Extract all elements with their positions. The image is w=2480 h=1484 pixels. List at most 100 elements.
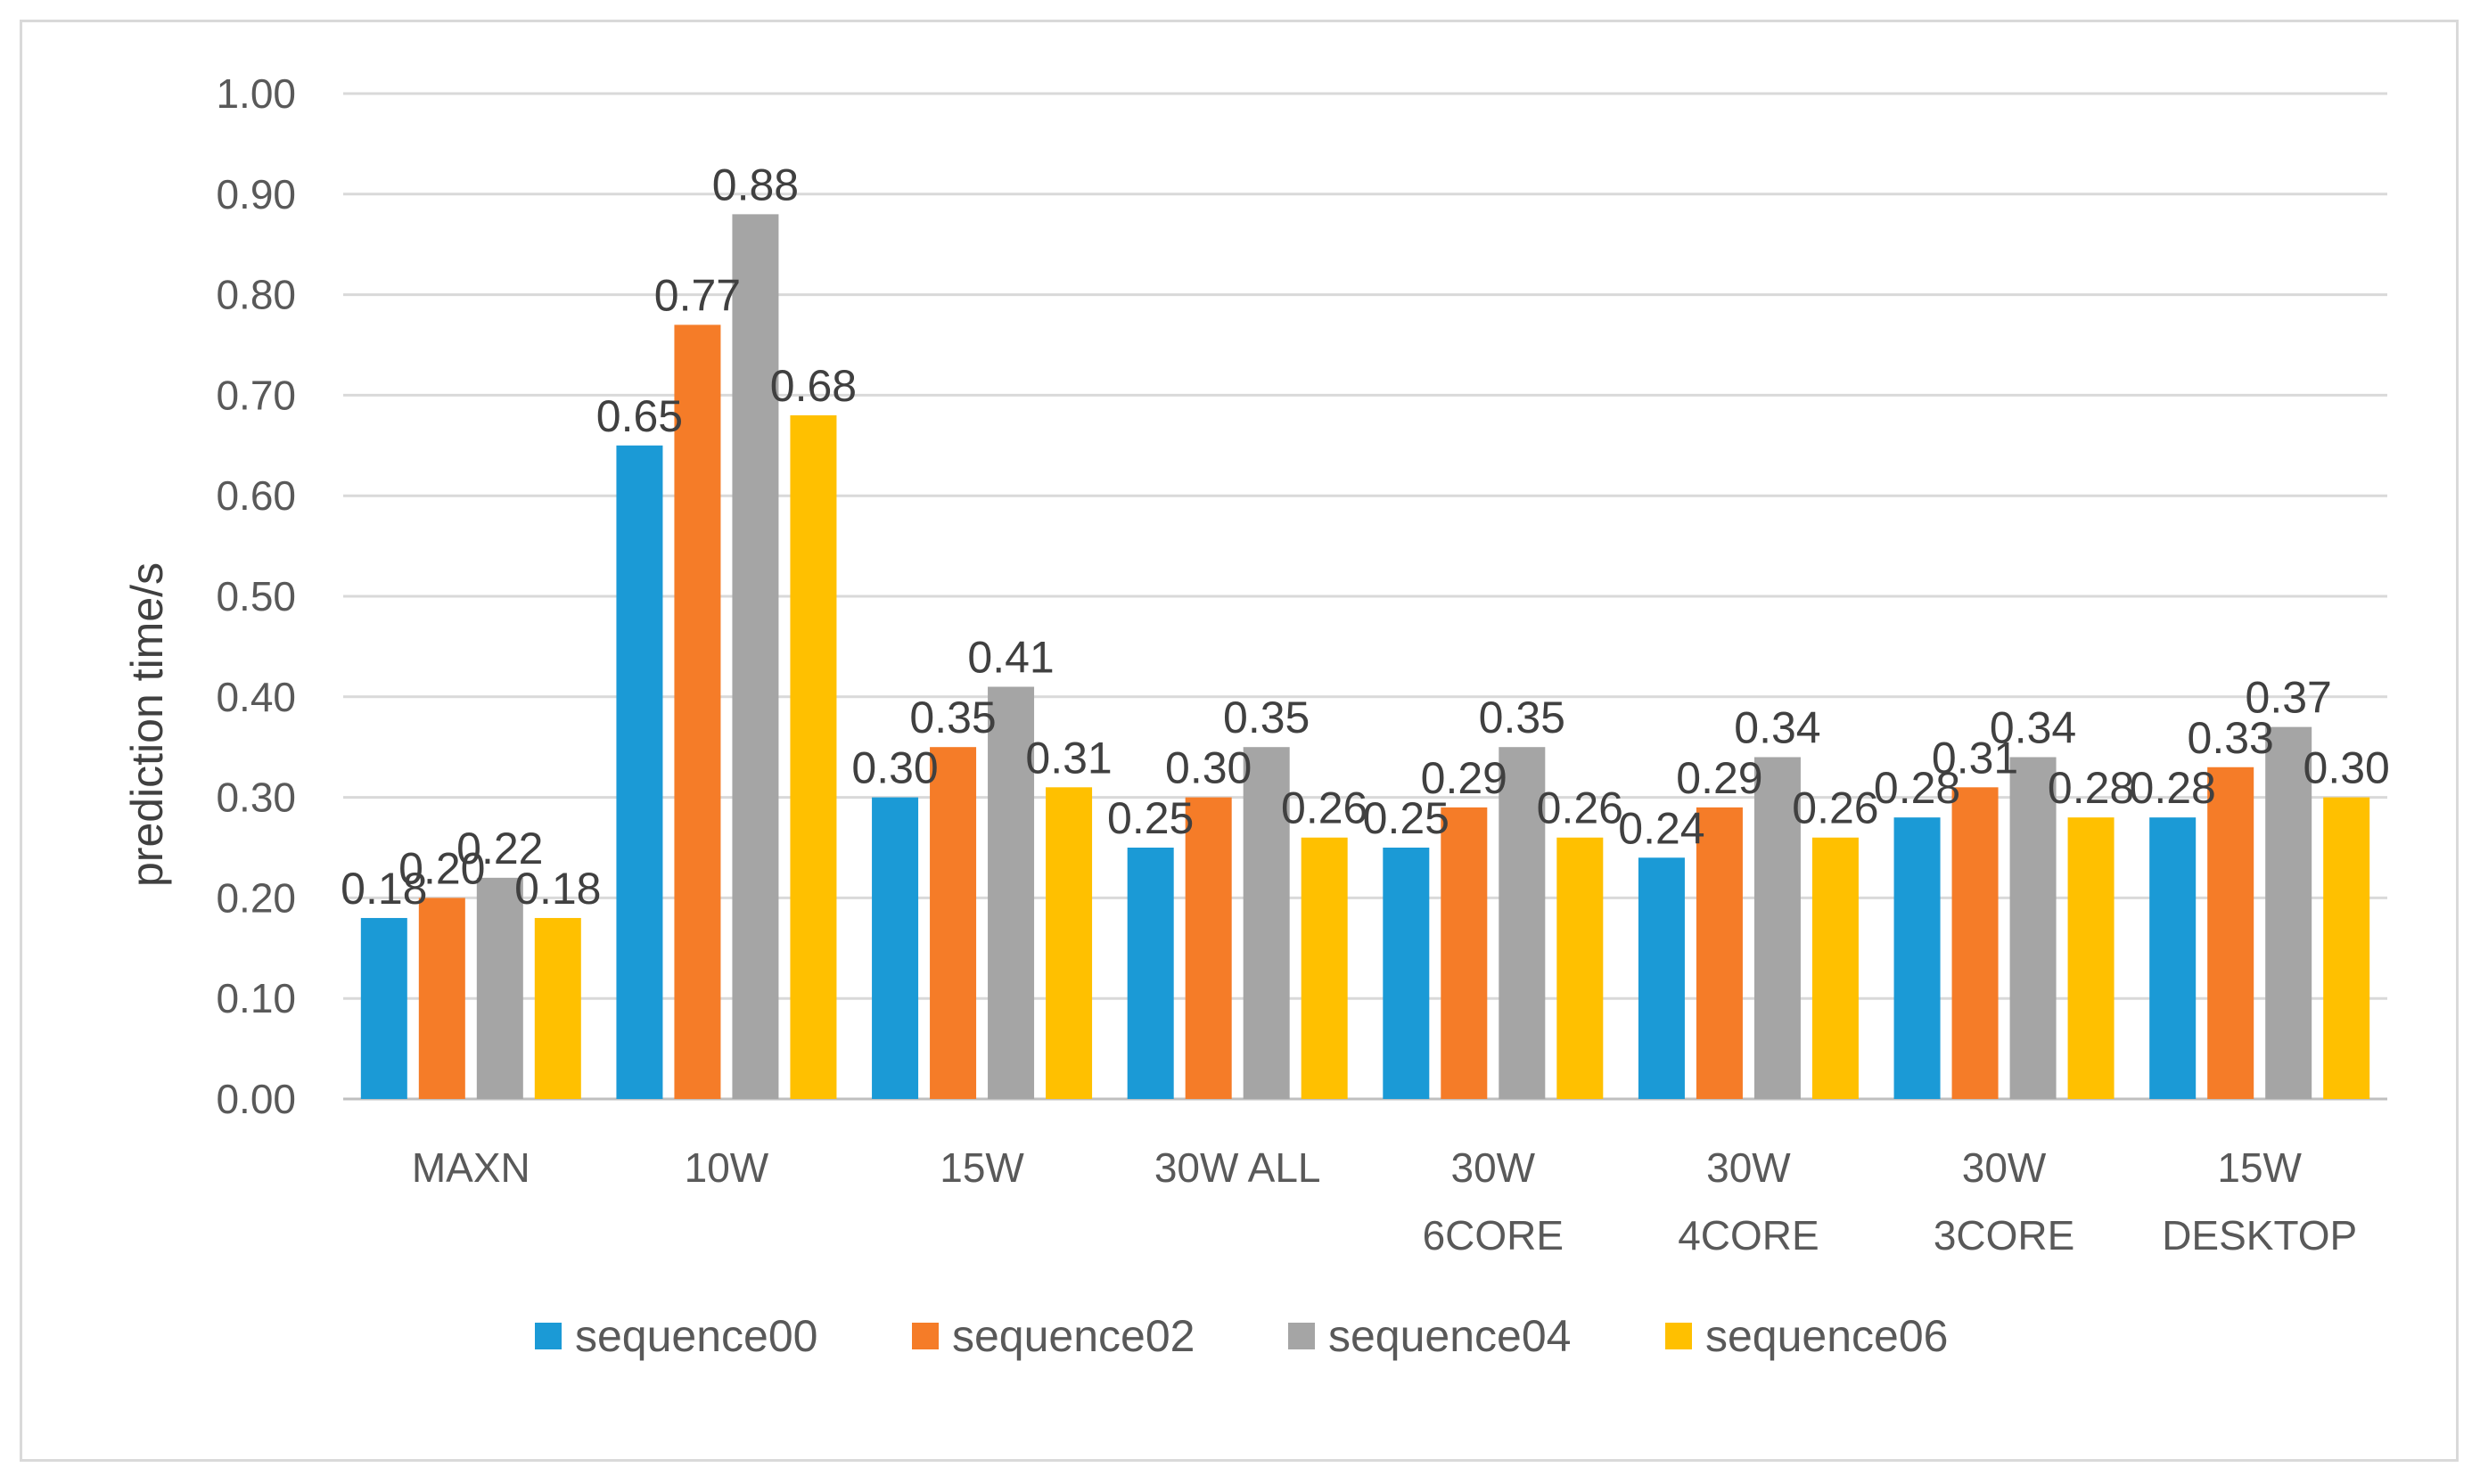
x-axis-ticks: MAXN 10W 15W 30W ALL 30W 6CORE 30W 4CORE 30W 3COR… [412, 1144, 2357, 1259]
bar-sequence02 [1696, 807, 1743, 1099]
y-tick-label: 0.30 [216, 775, 296, 821]
x-tick-label: 30W [1451, 1144, 1536, 1191]
bar-sequence02 [418, 898, 465, 1099]
legend: sequence00 sequence02 sequence04 sequence06 [535, 1311, 1948, 1361]
y-axis-ticks: 0.00 0.10 0.20 0.30 0.40 0.50 0.60 0.70 0.80 0.90… [216, 70, 296, 1122]
data-label: 0.30 [2303, 743, 2390, 793]
bar-sequence04 [988, 686, 1035, 1099]
data-label: 0.68 [770, 361, 857, 411]
y-tick-label: 1.00 [216, 70, 296, 117]
data-label: 0.34 [1990, 702, 2076, 752]
legend-swatch-sequence00 [535, 1323, 562, 1349]
data-label: 0.41 [967, 633, 1054, 683]
y-tick-label: 0.60 [216, 472, 296, 519]
data-label: 0.18 [514, 864, 601, 914]
y-tick-label: 0.00 [216, 1076, 296, 1122]
data-label: 0.29 [1421, 753, 1507, 803]
data-label: 0.30 [1165, 743, 1252, 793]
x-tick-label: 4CORE [1678, 1212, 1819, 1259]
bar-sequence06 [2323, 797, 2370, 1099]
x-tick-label: 15W [940, 1144, 1024, 1191]
bar-sequence04 [476, 877, 523, 1099]
y-tick-label: 0.50 [216, 573, 296, 619]
x-tick-label: 6CORE [1423, 1212, 1564, 1259]
data-label: 0.29 [1676, 753, 1762, 803]
x-tick-label: DESKTOP [2162, 1212, 2357, 1259]
data-label: 0.24 [1618, 803, 1704, 853]
data-label: 0.26 [1792, 783, 1878, 833]
legend-label-sequence06: sequence06 [1705, 1311, 1948, 1361]
y-tick-label: 0.80 [216, 272, 296, 318]
data-label: 0.28 [1874, 763, 1960, 813]
bar-sequence00 [1383, 848, 1430, 1099]
data-label: 0.28 [2130, 763, 2216, 813]
data-label: 0.77 [654, 270, 741, 320]
bar-sequence04 [1243, 747, 1290, 1099]
bars [360, 214, 2370, 1100]
data-label: 0.31 [1932, 733, 2018, 783]
y-axis-title: prediction time/s [122, 562, 172, 887]
data-label: 0.20 [398, 843, 485, 893]
bar-sequence02 [1185, 797, 1232, 1099]
bar-sequence00 [872, 797, 919, 1099]
data-label: 0.25 [1107, 793, 1194, 843]
data-label: 0.35 [1479, 693, 1565, 742]
data-label: 0.34 [1734, 702, 1820, 752]
x-tick-label: 30W [1962, 1144, 2047, 1191]
bar-sequence02 [930, 747, 977, 1099]
y-tick-label: 0.70 [216, 372, 296, 418]
x-tick-label: 30W [1706, 1144, 1791, 1191]
data-label: 0.31 [1025, 733, 1112, 783]
x-tick-label: 10W [685, 1144, 769, 1191]
legend-swatch-sequence02 [912, 1323, 939, 1349]
data-label: 0.35 [909, 693, 996, 742]
bar-sequence00 [2149, 817, 2197, 1099]
bar-sequence00 [1893, 817, 1941, 1099]
bar-sequence00 [616, 445, 663, 1099]
bar-sequence06 [534, 917, 581, 1099]
data-label: 0.25 [1363, 793, 1449, 843]
x-tick-label: 30W ALL [1154, 1144, 1321, 1191]
data-label: 0.88 [712, 160, 799, 209]
data-labels: 0.180.200.220.180.650.770.880.680.300.35… [341, 160, 2390, 914]
bar-sequence04 [1753, 757, 1801, 1099]
y-tick-label: 0.10 [216, 975, 296, 1021]
data-label: 0.26 [1281, 783, 1367, 833]
data-label: 0.28 [2048, 763, 2134, 813]
bar-sequence02 [1441, 807, 1488, 1099]
bar-sequence06 [1556, 837, 1604, 1099]
x-tick-label: 3CORE [1934, 1212, 2074, 1259]
bar-sequence02 [2207, 767, 2254, 1099]
bar-sequence04 [732, 214, 779, 1100]
legend-label-sequence00: sequence00 [575, 1311, 817, 1361]
legend-swatch-sequence04 [1288, 1323, 1315, 1349]
data-label: 0.65 [596, 391, 683, 441]
legend-label-sequence02: sequence02 [952, 1311, 1195, 1361]
bar-sequence04 [2009, 757, 2057, 1099]
data-label: 0.18 [341, 864, 427, 914]
x-tick-label: MAXN [412, 1144, 530, 1191]
data-label: 0.26 [1537, 783, 1623, 833]
bar-sequence02 [1951, 787, 1999, 1099]
y-tick-label: 0.20 [216, 874, 296, 921]
bar-sequence06 [1046, 787, 1093, 1099]
chart-frame [20, 20, 2459, 1462]
bar-sequence06 [1301, 837, 1348, 1099]
y-tick-label: 0.40 [216, 674, 296, 720]
y-tick-label: 0.90 [216, 171, 296, 217]
data-label: 0.30 [851, 743, 938, 793]
bar-sequence00 [1638, 857, 1685, 1099]
bar-sequence04 [1499, 747, 1546, 1099]
data-label: 0.37 [2246, 673, 2332, 723]
data-label: 0.33 [2188, 713, 2274, 763]
data-label: 0.35 [1223, 693, 1310, 742]
legend-swatch-sequence06 [1665, 1323, 1692, 1349]
bar-sequence06 [790, 414, 837, 1100]
legend-label-sequence04: sequence04 [1328, 1311, 1571, 1361]
bar-sequence06 [1811, 837, 1859, 1099]
bar-sequence06 [2067, 817, 2115, 1099]
data-label: 0.22 [456, 824, 543, 873]
bar-sequence00 [360, 917, 407, 1099]
bar-sequence00 [1127, 848, 1174, 1099]
